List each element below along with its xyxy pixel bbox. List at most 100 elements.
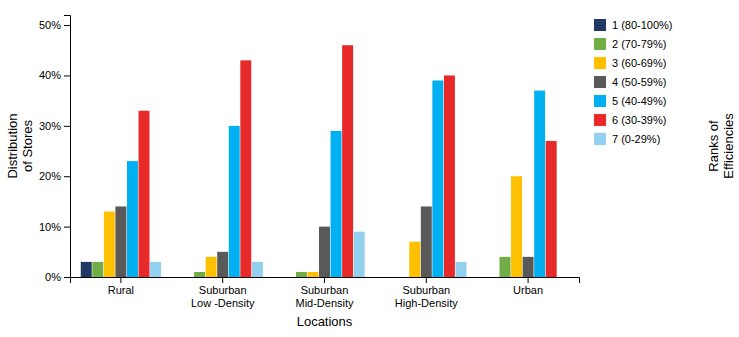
tick: 40%: [39, 69, 70, 81]
tick: 50%: [39, 19, 70, 31]
text-line: of Stores: [20, 119, 35, 172]
bar: [284, 277, 295, 278]
bar: [546, 141, 557, 277]
legend-swatch: [594, 76, 606, 88]
legend-label: 1 (80-100%): [612, 19, 673, 31]
bars: [81, 45, 557, 277]
bar-series: [127, 81, 545, 278]
legend-swatch: [594, 95, 606, 107]
text-line: Urban: [513, 284, 543, 296]
bar: [455, 262, 466, 277]
tick-label: SuburbanHigh-Density: [395, 284, 458, 309]
bar: [240, 60, 251, 277]
legend-swatch: [594, 114, 606, 126]
legend-item: 5 (40-49%): [594, 95, 666, 107]
tick-mark: [64, 227, 70, 228]
legend-label: 5 (40-49%): [612, 95, 666, 107]
tick: 10%: [39, 221, 70, 233]
text-line: Locations: [297, 314, 353, 329]
y-axis-title: Distributionof Stores: [5, 113, 36, 178]
bar: [488, 277, 499, 278]
text-line: Mid-Density: [295, 297, 354, 309]
tick-mark: [324, 277, 325, 283]
legend-swatch: [594, 38, 606, 50]
bar: [444, 75, 455, 277]
tick-mark: [64, 126, 70, 127]
bar: [398, 277, 409, 278]
legend-swatch: [594, 133, 606, 145]
tick-mark: [222, 277, 223, 283]
bar: [511, 176, 522, 277]
tick: 20%: [39, 170, 70, 182]
plot: 0%10%20%30%40%50%RuralSuburbanLow -Densi…: [39, 16, 580, 310]
tick: SuburbanLow -Density: [191, 277, 255, 309]
bar: [81, 262, 92, 277]
bar: [183, 277, 194, 278]
tick-label: 0%: [45, 271, 61, 283]
bar: [534, 91, 545, 277]
bar: [432, 81, 443, 278]
legend-item: 4 (50-59%): [594, 76, 666, 88]
legend-label: 2 (70-79%): [612, 38, 666, 50]
bar: [523, 257, 534, 277]
bar: [139, 111, 150, 277]
legend-item: 7 (0-29%): [594, 133, 660, 145]
legend-swatch: [594, 57, 606, 69]
legend: 1 (80-100%) 2 (70-79%) 3 (60-69%) 4 (50-59%…: [594, 19, 673, 145]
axis-line: [71, 278, 580, 284]
bar-series: [115, 206, 533, 277]
bar: [557, 277, 568, 278]
bar: [409, 242, 420, 277]
tick-mark: [64, 277, 70, 278]
bar: [150, 262, 161, 277]
tick-label: 50%: [39, 19, 61, 31]
x-axis: RuralSuburbanLow -DensitySuburbanMid-Den…: [71, 277, 580, 309]
chart: 0%10%20%30%40%50%RuralSuburbanLow -Densi…: [0, 0, 739, 337]
tick-mark: [64, 25, 70, 26]
bar: [500, 257, 511, 277]
text-line: Suburban: [402, 284, 450, 296]
tick: Rural: [108, 277, 134, 296]
legend-item: 3 (60-69%): [594, 57, 666, 69]
tick-mark: [120, 277, 121, 283]
tick-label: 40%: [39, 69, 61, 81]
bar: [307, 272, 318, 277]
bar: [252, 262, 263, 277]
bar: [104, 212, 115, 278]
bar: [194, 272, 205, 277]
legend-item: 2 (70-79%): [594, 38, 666, 50]
text-line: Low -Density: [191, 297, 255, 309]
bar: [206, 257, 217, 277]
bar-series: [104, 176, 522, 277]
bar: [217, 252, 228, 277]
text-line: Efficiencies: [721, 113, 736, 179]
text-line: Distribution: [5, 113, 20, 178]
tick-label: 30%: [39, 120, 61, 132]
text-line: High-Density: [395, 297, 458, 309]
legend-item: 6 (30-39%): [594, 114, 666, 126]
tick-label: Rural: [108, 284, 134, 296]
tick: 30%: [39, 120, 70, 132]
bar: [229, 126, 240, 277]
bar-series: [139, 45, 557, 277]
bar: [115, 206, 126, 277]
tick-label: Urban: [513, 284, 543, 296]
annotation: Ranks ofEfficiencies: [706, 113, 737, 179]
bar: [319, 227, 330, 277]
bar: [354, 232, 365, 277]
legend-label: 3 (60-69%): [612, 57, 666, 69]
legend-label: 4 (50-59%): [612, 76, 666, 88]
bar-series: [150, 232, 466, 277]
tick-label: 10%: [39, 221, 61, 233]
text-line: Suburban: [301, 284, 349, 296]
bar: [421, 206, 432, 277]
legend-item: 1 (80-100%): [594, 19, 673, 31]
tick-mark: [64, 176, 70, 177]
tick-label: 20%: [39, 170, 61, 182]
tick: 0%: [45, 271, 70, 283]
bar: [386, 277, 397, 278]
bar: [296, 272, 307, 277]
bar: [342, 45, 353, 277]
legend-label: 7 (0-29%): [612, 133, 660, 145]
legend-swatch: [594, 19, 606, 31]
